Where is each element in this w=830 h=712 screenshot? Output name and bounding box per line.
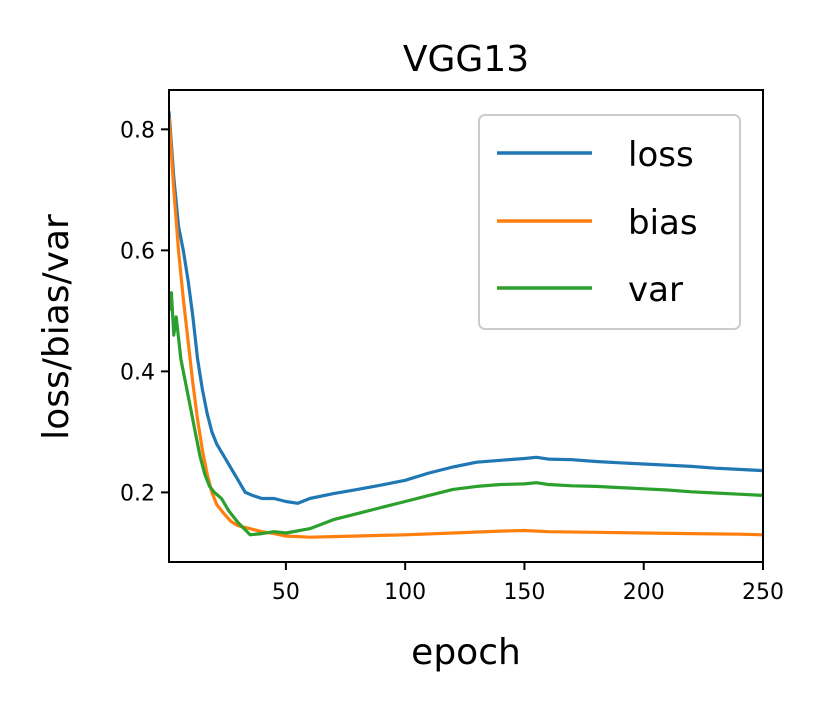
x-tick-label: 200 [623, 580, 665, 605]
legend-label-bias: bias [628, 203, 698, 243]
y-axis-ticks: 0.2 0.4 0.6 0.8 [120, 118, 169, 506]
legend-label-var: var [628, 270, 683, 310]
x-tick-label: 100 [384, 580, 426, 605]
chart-title: VGG13 [403, 39, 529, 80]
plot-series [169, 111, 763, 539]
y-tick-label: 0.8 [120, 118, 155, 143]
x-tick-label: 50 [272, 580, 300, 605]
y-tick-label: 0.6 [120, 239, 155, 264]
legend: loss bias var [478, 114, 741, 330]
y-tick-label: 0.2 [120, 481, 155, 506]
x-axis-ticks: 50 100 150 200 250 [272, 562, 784, 605]
plot-frame [168, 89, 764, 563]
series-line-var [169, 291, 763, 537]
legend-label-loss: loss [628, 135, 694, 175]
series-line-loss [169, 111, 763, 505]
y-tick-label: 0.4 [120, 360, 155, 385]
series-line-bias [169, 117, 763, 539]
x-tick-label: 250 [742, 580, 784, 605]
x-axis-label: epoch [411, 632, 521, 673]
y-axis-label: loss/bias/var [36, 214, 77, 440]
x-tick-label: 150 [503, 580, 545, 605]
legend-box [478, 114, 741, 330]
